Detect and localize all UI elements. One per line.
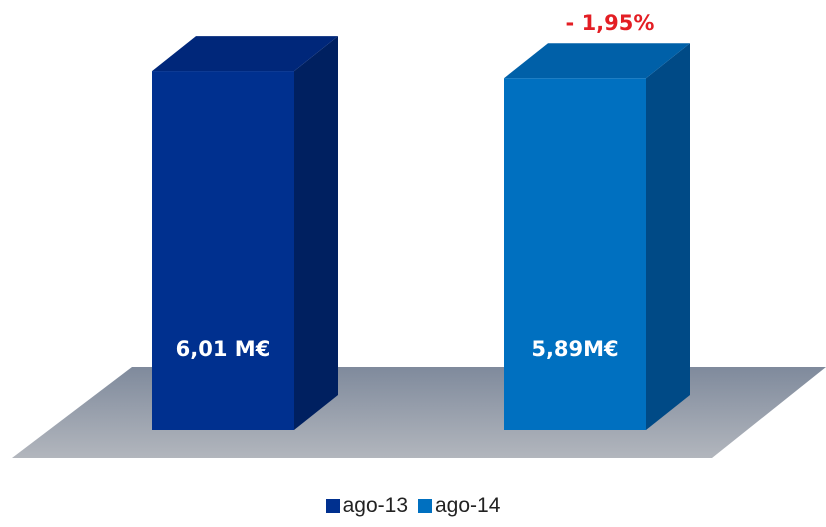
legend-label-ago-14: ago-14 bbox=[435, 494, 501, 517]
legend: ago-13 ago-14 bbox=[0, 494, 826, 518]
legend-label-ago-13: ago-13 bbox=[342, 494, 408, 517]
legend-swatch-ago-13 bbox=[325, 499, 340, 513]
bar-value-label-ago-13: 6,01 M€ bbox=[176, 337, 271, 361]
bar-side-ago-14 bbox=[646, 43, 690, 430]
bar-top-ago-14 bbox=[504, 43, 690, 79]
legend-item-ago-14: ago-14 bbox=[418, 494, 500, 518]
bar-top-ago-13 bbox=[152, 36, 338, 72]
legend-item-ago-13: ago-13 bbox=[325, 494, 408, 518]
legend-swatch-ago-14 bbox=[418, 499, 432, 513]
chart-floor bbox=[12, 367, 826, 458]
bar-ago-13 bbox=[152, 71, 294, 430]
bars-group: 6,01 M€ 5,89M€ bbox=[152, 36, 690, 430]
bar-ago-14 bbox=[504, 78, 646, 430]
bar-side-ago-13 bbox=[294, 36, 338, 430]
bar-value-label-ago-14: 5,89M€ bbox=[531, 337, 618, 361]
change-annotation: - 1,95% bbox=[566, 11, 655, 35]
